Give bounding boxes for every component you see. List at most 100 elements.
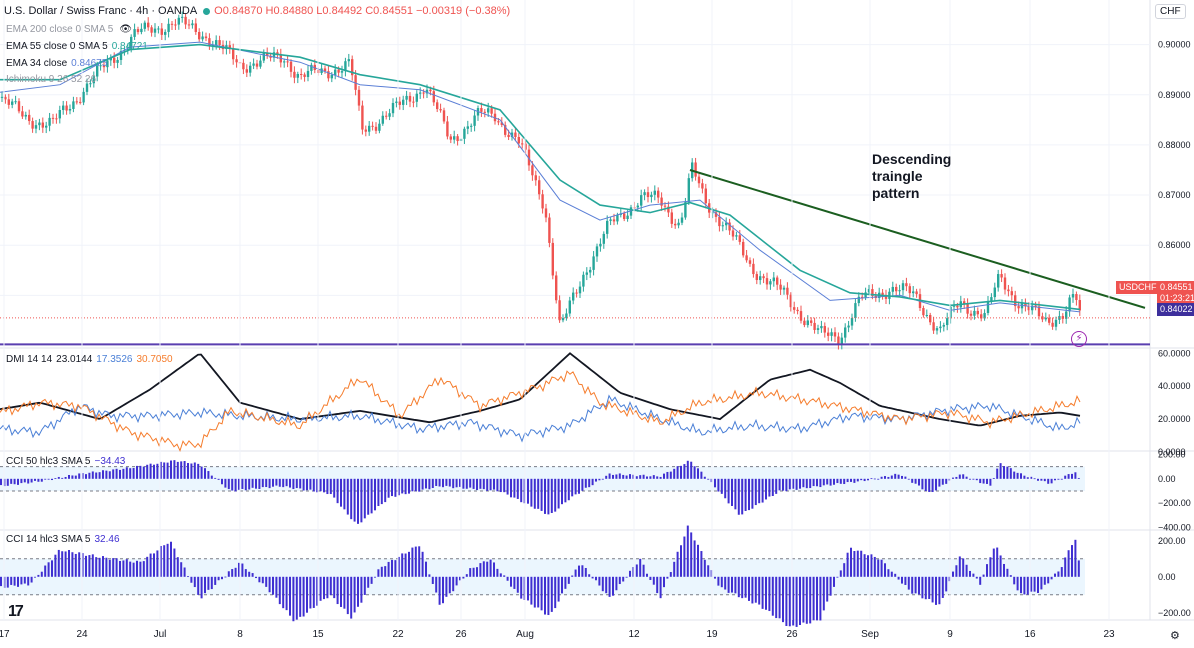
candle-body <box>177 17 180 25</box>
ichimoku-legend[interactable]: Ichimoku 9 26 52 26 <box>6 74 97 85</box>
cci-histogram-bar <box>809 576 812 624</box>
cci-histogram-bar <box>244 569 247 577</box>
cci-histogram-bar <box>51 560 53 577</box>
cci-histogram-bar <box>465 574 468 577</box>
candle-body <box>810 320 813 323</box>
candle-body <box>463 128 466 139</box>
cci-histogram-bar <box>962 558 965 577</box>
cci-histogram-bar <box>1009 468 1012 479</box>
cci-histogram-bar <box>873 478 876 480</box>
cci-histogram-bar <box>333 478 336 498</box>
candle-body <box>82 91 85 103</box>
cci-histogram-bar <box>605 576 608 594</box>
cci-histogram-bar <box>476 478 478 491</box>
candle-body <box>742 241 745 256</box>
candle-body <box>147 22 150 28</box>
cci-histogram-bar <box>455 576 458 586</box>
candle-body <box>259 60 262 67</box>
candle-body <box>779 284 782 290</box>
currency-button[interactable]: CHF <box>1155 4 1186 19</box>
cci14-legend[interactable]: CCI 14 hlc3 SMA 5 32.46 <box>6 534 120 545</box>
support-price-tag: 0.84022 <box>1157 303 1194 316</box>
candle-body <box>85 83 89 92</box>
cci-histogram-bar <box>754 576 757 603</box>
cci-histogram-bar <box>329 478 332 495</box>
cci-histogram-bar <box>873 556 876 577</box>
candle-body <box>102 65 106 68</box>
cci-histogram-bar <box>802 478 805 488</box>
candle-body <box>847 325 850 328</box>
cci-histogram-bar <box>285 478 288 487</box>
cci-histogram-bar <box>153 553 155 577</box>
cci50-legend[interactable]: CCI 50 hlc3 SMA 5 −34.43 <box>6 456 126 467</box>
cci-histogram-bar <box>846 552 849 577</box>
cci-histogram-bar <box>663 576 665 588</box>
cci-histogram-bar <box>295 576 298 620</box>
candle-body <box>296 73 299 78</box>
candle-body <box>68 108 72 111</box>
cci-histogram-bar <box>489 478 492 491</box>
candle-body <box>340 71 344 73</box>
candle-body <box>793 307 796 310</box>
dmi-tick-label: 20.0000 <box>1158 414 1191 424</box>
cci-histogram-bar <box>377 478 380 507</box>
cci-histogram-bar <box>649 576 652 580</box>
cci-histogram-bar <box>326 478 329 495</box>
cci-histogram-bar <box>105 470 108 479</box>
cci-histogram-bar <box>221 576 223 580</box>
candle-body <box>119 51 123 60</box>
eye-hidden-icon[interactable]: 👁 <box>119 24 132 35</box>
time-tick-label: Aug <box>516 629 534 640</box>
cci-histogram-bar <box>448 478 451 487</box>
cci-histogram-bar <box>156 550 159 577</box>
cci-histogram-bar <box>938 478 941 487</box>
cci-histogram-bar <box>1043 576 1046 585</box>
cci-histogram-bar <box>941 478 944 485</box>
cci-histogram-bar <box>578 478 580 494</box>
cci-histogram-bar <box>703 476 706 479</box>
cci-histogram-bar <box>615 474 618 479</box>
cci-histogram-bar <box>571 478 574 497</box>
cci-histogram-bar <box>61 477 64 479</box>
cci-histogram-bar <box>384 478 387 503</box>
candle-body <box>606 220 609 234</box>
cci-histogram-bar <box>119 469 121 479</box>
cci-histogram-bar <box>714 576 716 579</box>
cci-histogram-bar <box>622 576 625 582</box>
ema55-line <box>0 43 1081 311</box>
candle-body <box>867 289 871 293</box>
cci-histogram-bar <box>306 478 308 491</box>
ema34-legend[interactable]: EMA 34 close 0.84675 <box>6 58 108 69</box>
bolt-icon[interactable]: ⚡ <box>1071 331 1087 347</box>
candle-body <box>538 180 541 195</box>
candle-body <box>415 93 418 102</box>
cci-histogram-bar <box>1040 478 1043 481</box>
candle-body <box>864 292 867 298</box>
cci-histogram-bar <box>829 478 832 486</box>
cci-histogram-bar <box>880 559 883 577</box>
candle-body <box>436 102 439 110</box>
cci-histogram-bar <box>1023 475 1026 479</box>
candle-body <box>422 92 425 94</box>
cci-histogram-bar <box>299 478 302 489</box>
cci-histogram-bar <box>693 540 696 577</box>
settings-gear-icon[interactable]: ⚙ <box>1170 630 1180 642</box>
cci-histogram-bar <box>187 576 189 578</box>
cci-histogram-bar <box>952 571 954 577</box>
cci-histogram-bar <box>550 478 553 513</box>
cci-histogram-bar <box>459 576 461 581</box>
cci-histogram-bar <box>686 525 689 577</box>
symbol-title[interactable]: U.S. Dollar / Swiss Franc · 4h · OANDA <box>4 5 198 17</box>
candle-body <box>884 294 888 299</box>
candle-body <box>595 246 599 257</box>
cci-histogram-bar <box>540 478 543 511</box>
cci-histogram-bar <box>717 478 720 492</box>
cci-histogram-bar <box>401 478 404 494</box>
cci-histogram-bar <box>635 564 638 577</box>
ema200-legend[interactable]: EMA 200 close 0 SMA 5 👁 <box>6 24 132 35</box>
ema55-legend[interactable]: EMA 55 close 0 SMA 5 0.84721 <box>6 41 148 52</box>
dmi-legend[interactable]: DMI 14 14 23.0144 17.3526 30.7050 <box>6 354 173 365</box>
candle-body <box>592 256 595 270</box>
candle-body <box>391 102 395 114</box>
